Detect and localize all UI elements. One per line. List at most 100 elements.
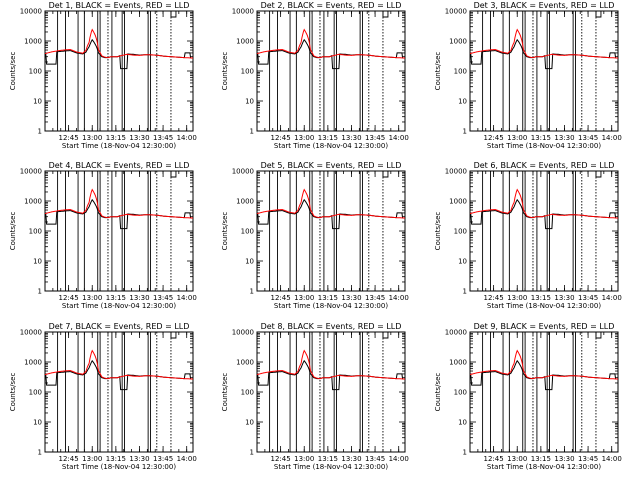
panel-title: Det 9, BLACK = Events, RED = LLD xyxy=(474,322,615,331)
y-tick-label: 100 xyxy=(29,68,42,76)
x-tick-label: 13:45 xyxy=(153,294,173,302)
y-tick-label: 10 xyxy=(33,419,42,427)
y-tick-label: 1000 xyxy=(449,38,467,46)
x-tick-label: 13:00 xyxy=(294,455,314,463)
y-tick-label: 100 xyxy=(29,389,42,397)
y-tick-label: 10 xyxy=(458,98,467,106)
y-axis-label: Counts/sec xyxy=(221,212,229,251)
panel-det-8: 1 10 100 1000 10000 12:45 13:00 13:15 13:30 13:45… xyxy=(221,322,409,471)
panel-title: Det 1, BLACK = Events, RED = LLD xyxy=(49,1,190,10)
top-flag xyxy=(170,171,177,178)
y-tick-label: 1 xyxy=(38,449,42,457)
y-tick-label: 10000 xyxy=(20,329,42,337)
lld-series-line xyxy=(256,28,406,59)
y-tick-label: 10 xyxy=(33,258,42,266)
top-flag xyxy=(382,332,389,339)
y-tick-label: 100 xyxy=(454,389,467,397)
x-tick-label: 13:15 xyxy=(318,455,338,463)
y-tick-label: 10 xyxy=(245,258,254,266)
y-tick-label: 10000 xyxy=(20,8,42,16)
top-flag xyxy=(382,171,389,178)
y-tick-label: 100 xyxy=(454,228,467,236)
y-axis-label: Counts/sec xyxy=(434,52,442,91)
y-tick-label: 1 xyxy=(250,288,254,296)
x-tick-label: 13:30 xyxy=(129,134,149,142)
x-tick-label: 12:45 xyxy=(484,455,504,463)
x-tick-label: 14:00 xyxy=(389,455,409,463)
panel-title: Det 2, BLACK = Events, RED = LLD xyxy=(261,1,402,10)
x-tick-label: 14:00 xyxy=(602,455,622,463)
y-tick-label: 100 xyxy=(454,68,467,76)
x-axis-label: Start Time (18-Nov-04 12:30:00) xyxy=(487,302,601,310)
y-tick-label: 1000 xyxy=(449,359,467,367)
lld-series-line xyxy=(44,188,194,219)
x-tick-label: 14:00 xyxy=(602,134,622,142)
x-axis-label: Start Time (18-Nov-04 12:30:00) xyxy=(62,302,176,310)
x-tick-label: 13:15 xyxy=(531,455,551,463)
x-tick-label: 13:00 xyxy=(507,294,527,302)
y-axis-label: Counts/sec xyxy=(221,373,229,412)
y-tick-label: 1000 xyxy=(449,198,467,206)
y-tick-label: 100 xyxy=(241,228,254,236)
x-tick-label: 13:15 xyxy=(318,134,338,142)
x-tick-label: 13:45 xyxy=(578,455,598,463)
x-tick-label: 13:00 xyxy=(82,455,102,463)
panel-det-2: 1 10 100 1000 10000 12:45 13:00 13:15 13:30 13:45… xyxy=(221,1,409,150)
x-tick-label: 13:00 xyxy=(82,294,102,302)
y-tick-label: 1 xyxy=(250,128,254,136)
x-tick-label: 12:45 xyxy=(484,134,504,142)
y-tick-label: 10000 xyxy=(232,329,254,337)
x-axis-label: Start Time (18-Nov-04 12:30:00) xyxy=(274,463,388,471)
y-axis-label: Counts/sec xyxy=(9,212,17,251)
x-tick-label: 13:30 xyxy=(129,455,149,463)
y-tick-label: 10 xyxy=(458,258,467,266)
y-tick-label: 10000 xyxy=(232,8,254,16)
x-tick-label: 12:45 xyxy=(59,134,79,142)
y-tick-label: 1 xyxy=(463,449,467,457)
x-tick-label: 12:45 xyxy=(484,294,504,302)
y-tick-label: 1 xyxy=(463,128,467,136)
y-tick-label: 100 xyxy=(241,68,254,76)
x-tick-label: 13:45 xyxy=(153,134,173,142)
x-tick-label: 12:45 xyxy=(271,294,291,302)
y-tick-label: 10000 xyxy=(20,168,42,176)
x-tick-label: 13:30 xyxy=(341,455,361,463)
y-axis-label: Counts/sec xyxy=(9,52,17,91)
x-tick-label: 14:00 xyxy=(177,294,197,302)
y-tick-label: 1 xyxy=(38,128,42,136)
top-flag xyxy=(170,11,177,18)
lld-series-line xyxy=(469,349,619,380)
x-tick-label: 13:30 xyxy=(129,294,149,302)
lld-series-line xyxy=(256,349,406,380)
y-tick-label: 1 xyxy=(463,288,467,296)
y-tick-label: 1000 xyxy=(24,198,42,206)
y-tick-label: 10000 xyxy=(445,8,467,16)
lld-series-line xyxy=(44,28,194,59)
x-tick-label: 14:00 xyxy=(602,294,622,302)
y-tick-label: 1000 xyxy=(24,38,42,46)
x-tick-label: 13:00 xyxy=(507,134,527,142)
y-tick-label: 1000 xyxy=(236,38,254,46)
x-tick-label: 12:45 xyxy=(271,455,291,463)
panel-det-4: 1 10 100 1000 10000 12:45 13:00 13:15 13:30 13:45… xyxy=(9,161,197,310)
lld-series-line xyxy=(469,28,619,59)
x-tick-label: 14:00 xyxy=(177,455,197,463)
x-axis-label: Start Time (18-Nov-04 12:30:00) xyxy=(274,302,388,310)
x-tick-label: 13:45 xyxy=(365,455,385,463)
y-tick-label: 1000 xyxy=(236,359,254,367)
panel-det-3: 1 10 100 1000 10000 12:45 13:00 13:15 13:30 13:45… xyxy=(434,1,622,150)
y-axis-label: Counts/sec xyxy=(221,52,229,91)
x-tick-label: 13:45 xyxy=(365,134,385,142)
x-tick-label: 13:15 xyxy=(531,294,551,302)
y-axis-label: Counts/sec xyxy=(9,373,17,412)
y-tick-label: 10 xyxy=(33,98,42,106)
x-tick-label: 13:45 xyxy=(153,455,173,463)
x-tick-label: 13:15 xyxy=(106,455,126,463)
y-tick-label: 10000 xyxy=(445,329,467,337)
panel-det-9: 1 10 100 1000 10000 12:45 13:00 13:15 13:30 13:45… xyxy=(434,322,622,471)
x-tick-label: 13:00 xyxy=(82,134,102,142)
y-tick-label: 10 xyxy=(458,419,467,427)
lld-series-line xyxy=(256,188,406,219)
x-axis-label: Start Time (18-Nov-04 12:30:00) xyxy=(62,463,176,471)
